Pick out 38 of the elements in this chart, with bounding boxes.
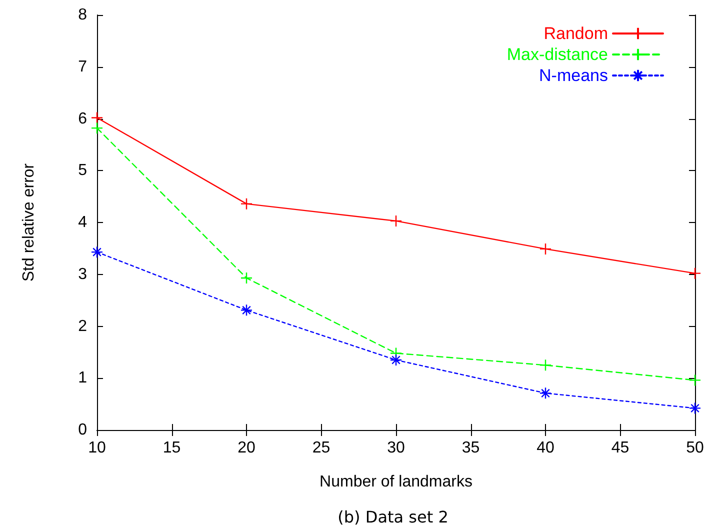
point <box>688 402 702 414</box>
point <box>539 359 552 372</box>
x-tick-label: 10 <box>88 440 106 456</box>
legend-label: Max-distance <box>506 45 608 64</box>
text: (b) Data set 2 <box>338 508 448 526</box>
x-tick-label: 20 <box>238 440 256 456</box>
x-tick-label: 45 <box>611 440 630 456</box>
point <box>240 272 253 284</box>
x-axis-title: Number of landmarks <box>320 474 472 490</box>
y-tick-label: 7 <box>78 58 88 76</box>
x-tick-label: 50 <box>686 440 704 456</box>
point <box>90 112 104 124</box>
x-tick-label: 35 <box>462 440 480 456</box>
point <box>390 214 402 228</box>
y-tick-label: 1 <box>78 370 88 387</box>
y-tick-label: 6 <box>78 110 88 128</box>
legend-label: N-means <box>539 66 608 85</box>
point <box>240 198 253 210</box>
point <box>90 246 104 258</box>
point <box>539 242 552 256</box>
y-tick-label: 8 <box>78 6 88 24</box>
point <box>539 387 552 400</box>
x-tick-label: 25 <box>312 440 330 456</box>
point <box>688 374 702 386</box>
point <box>90 122 104 134</box>
y-tick-label: 2 <box>78 318 88 335</box>
point <box>240 304 253 316</box>
x-tick-label: 30 <box>387 440 405 456</box>
y-axis-title: Std relative error <box>20 162 38 282</box>
x-tick-label: 40 <box>536 440 554 456</box>
legend-label: Random <box>544 24 608 43</box>
y-tick-label: 0 <box>78 422 88 438</box>
y-tick-label: 4 <box>78 214 88 231</box>
point <box>390 354 402 366</box>
y-tick-label: 3 <box>78 266 88 283</box>
point <box>688 267 702 280</box>
y-tick-label: 5 <box>78 162 88 180</box>
x-tick-label: 15 <box>162 440 181 456</box>
